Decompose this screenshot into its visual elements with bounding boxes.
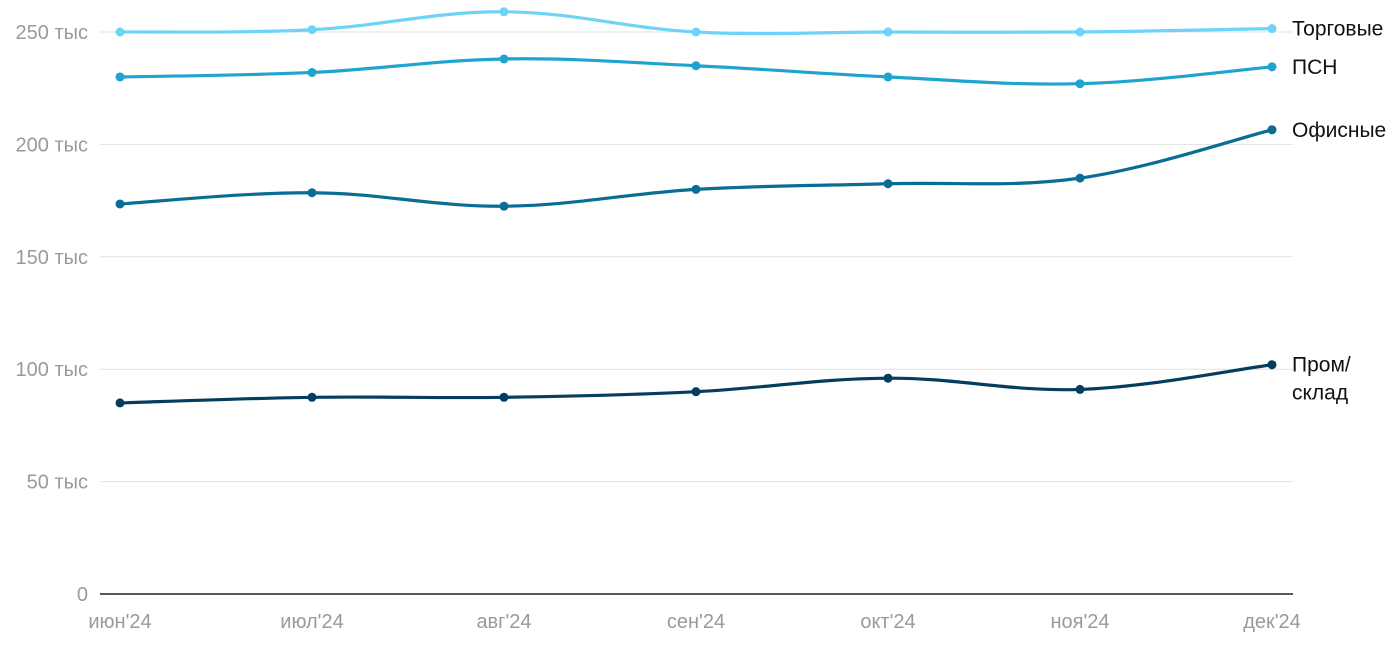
y-tick-label: 150 тыс [16,247,88,269]
series-group [115,7,1277,408]
x-tick-label: сен'24 [667,611,725,633]
data-point [307,25,317,35]
series-labels: Торговые ПСН Офисные Пром/склад [1292,18,1386,405]
data-point [115,72,125,82]
y-tick-label: 50 тыс [27,472,88,494]
data-point [307,392,317,402]
series-1 [115,54,1277,89]
series-label: Пром/ [1292,354,1351,377]
data-point [1075,79,1085,89]
data-point [499,7,509,17]
data-point [1075,27,1085,37]
y-tick-label: 250 тыс [16,22,88,44]
data-point [883,373,893,383]
x-tick-label: июл'24 [280,611,343,633]
data-point [883,72,893,82]
x-axis-ticks: июн'24 июл'24 авг'24 сен'24 окт'24 ноя'24 дек'… [88,611,1300,633]
data-point [691,61,701,71]
data-point [307,67,317,77]
series-label: склад [1292,382,1348,405]
series-label: ПСН [1292,56,1337,79]
data-point [883,179,893,189]
data-point [691,184,701,194]
grid-lines [100,31,1293,483]
y-tick-label: 200 тыс [16,134,88,156]
series-label: Торговые [1292,18,1383,41]
y-tick-label: 100 тыс [16,359,88,381]
data-point [1267,360,1277,370]
y-axis-ticks: 0 50 тыс 100 тыс 150 тыс 200 тыс 250 тыс [16,22,88,606]
data-point [499,392,509,402]
data-point [115,199,125,209]
data-point [691,27,701,37]
series-0 [115,7,1277,37]
series-3 [115,360,1277,408]
y-tick-label: 0 [77,584,88,606]
data-point [1267,125,1277,135]
data-point [307,188,317,198]
x-tick-label: авг'24 [476,611,531,633]
series-2 [115,125,1277,211]
x-tick-label: июн'24 [88,611,151,633]
series-line [118,128,1274,208]
x-tick-label: окт'24 [860,611,915,633]
data-point [1075,384,1085,394]
data-point [883,27,893,37]
data-point [499,54,509,64]
data-point [1075,173,1085,183]
x-tick-label: ноя'24 [1050,611,1109,633]
data-point [499,201,509,211]
series-line [118,363,1274,405]
data-point [115,398,125,408]
data-point [115,27,125,37]
series-label: Офисные [1292,119,1386,142]
data-point [1267,62,1277,72]
data-point [1267,24,1277,34]
x-tick-label: дек'24 [1243,611,1301,633]
data-point [691,387,701,397]
